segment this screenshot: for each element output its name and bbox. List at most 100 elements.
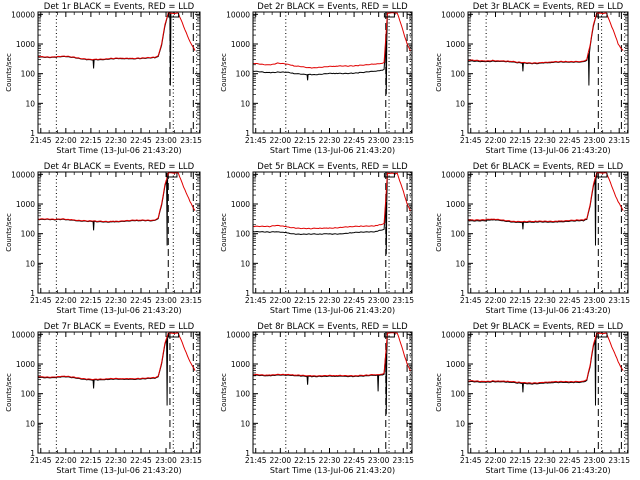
plot-frame: [37, 331, 201, 454]
chart-title: Det 4r BLACK = Events, RED = LLD: [44, 162, 195, 172]
chart-panel-2: Det 2r BLACK = Events, RED = LLD Counts/s…: [220, 2, 414, 155]
x-tick-label: 22:15: [509, 136, 531, 145]
y-tick-label: 100: [21, 230, 36, 239]
plot-frame: [37, 11, 201, 134]
y-tick-label: 10000: [11, 10, 35, 19]
x-axis-label: Start Time (13-Jul-06 21:43:20): [485, 146, 610, 155]
x-tick-label: 21:45: [245, 296, 267, 305]
y-tick-label: 1: [30, 449, 35, 458]
y-tick-label: 1000: [446, 200, 465, 209]
time-bracket-marker: [166, 173, 178, 178]
x-tick-label: 22:00: [55, 296, 77, 305]
x-tick-label: 23:00: [584, 136, 606, 145]
series-line-events: [38, 173, 169, 246]
y-tick-label: 10: [25, 99, 35, 108]
y-axis-label: Counts/sec: [220, 53, 228, 92]
chart-title: Det 2r BLACK = Events, RED = LLD: [257, 2, 408, 12]
x-tick-label: 21:45: [245, 136, 267, 145]
x-tick-label: 23:15: [180, 136, 202, 145]
x-tick-label: 23:15: [180, 296, 202, 305]
y-tick-label: 10: [455, 99, 465, 108]
x-tick-label: 22:15: [294, 296, 316, 305]
y-tick-label: 1: [245, 129, 250, 138]
series-line-lld: [253, 172, 411, 230]
y-tick-label: 1: [460, 449, 465, 458]
x-tick-label: 21:45: [30, 136, 52, 145]
time-bracket-marker: [383, 173, 395, 178]
y-tick-label: 100: [236, 230, 251, 239]
x-tick-label: 22:15: [294, 136, 316, 145]
y-tick-label: 1: [30, 289, 35, 298]
x-axis-label: Start Time (13-Jul-06 21:43:20): [485, 466, 610, 475]
y-tick-label: 100: [21, 390, 36, 399]
x-tick-label: 22:45: [130, 136, 152, 145]
series-line-events: [38, 12, 172, 86]
series-line-events: [468, 12, 598, 86]
y-tick-label: 1000: [446, 360, 465, 369]
x-tick-label: 22:15: [80, 136, 102, 145]
y-tick-label: 10000: [441, 170, 465, 179]
x-tick-label: 23:15: [392, 296, 414, 305]
y-tick-label: 10: [455, 419, 465, 428]
x-tick-label: 22:30: [319, 456, 341, 465]
chart-panel-5: Det 5r BLACK = Events, RED = LLD Counts/s…: [220, 162, 414, 315]
x-tick-label: 21:45: [245, 456, 267, 465]
y-tick-label: 1: [245, 449, 250, 458]
series-line-events: [253, 173, 388, 255]
plot-frame: [467, 331, 629, 454]
y-tick-label: 10: [455, 259, 465, 268]
chart-title: Det 9r BLACK = Events, RED = LLD: [473, 322, 624, 332]
y-tick-label: 10: [240, 419, 250, 428]
x-tick-label: 22:15: [509, 456, 531, 465]
x-axis-label: Start Time (13-Jul-06 21:43:20): [270, 466, 395, 475]
time-bracket-marker: [383, 13, 395, 18]
y-tick-label: 10000: [11, 170, 35, 179]
chart-title: Det 7r BLACK = Events, RED = LLD: [44, 322, 195, 332]
x-tick-label: 23:00: [155, 456, 177, 465]
series-line-lld: [468, 12, 624, 64]
chart-panel-9: Det 9r BLACK = Events, RED = LLD Counts/s…: [435, 322, 630, 475]
x-tick-label: 23:00: [368, 456, 390, 465]
x-tick-label: 22:45: [343, 456, 365, 465]
x-axis-label: Start Time (13-Jul-06 21:43:20): [270, 146, 395, 155]
y-axis-label: Counts/sec: [5, 213, 13, 252]
x-tick-label: 22:45: [559, 136, 581, 145]
x-tick-label: 22:00: [270, 456, 292, 465]
y-axis-label: Counts/sec: [435, 213, 443, 252]
chart-panel-3: Det 3r BLACK = Events, RED = LLD Counts/s…: [435, 2, 630, 155]
x-tick-label: 22:30: [105, 456, 127, 465]
y-axis-label: Counts/sec: [220, 213, 228, 252]
x-tick-label: 22:30: [319, 136, 341, 145]
time-bracket-marker: [596, 173, 608, 178]
series-line-lld: [253, 12, 411, 69]
x-axis-label: Start Time (13-Jul-06 21:43:20): [270, 306, 395, 315]
time-bracket-marker: [596, 333, 608, 338]
x-tick-label: 23:15: [608, 456, 630, 465]
y-tick-label: 1000: [16, 40, 35, 49]
y-tick-label: 100: [451, 390, 466, 399]
chart-panel-7: Det 7r BLACK = Events, RED = LLD Counts/s…: [5, 322, 202, 475]
chart-title: Det 3r BLACK = Events, RED = LLD: [473, 2, 624, 12]
y-tick-label: 100: [236, 390, 251, 399]
x-tick-label: 23:00: [155, 136, 177, 145]
series-line-lld: [38, 172, 196, 223]
x-tick-label: 23:00: [584, 296, 606, 305]
y-tick-label: 10000: [441, 330, 465, 339]
y-axis-label: Counts/sec: [5, 53, 13, 92]
x-tick-label: 23:15: [180, 456, 202, 465]
x-tick-label: 23:15: [608, 136, 630, 145]
plot-frame: [37, 171, 201, 294]
x-tick-label: 22:30: [105, 296, 127, 305]
series-line-lld: [38, 332, 196, 381]
x-axis-label: Start Time (13-Jul-06 21:43:20): [485, 306, 610, 315]
x-tick-label: 23:15: [392, 136, 414, 145]
x-tick-label: 23:00: [155, 296, 177, 305]
x-tick-label: 22:30: [534, 136, 556, 145]
x-tick-label: 22:45: [559, 456, 581, 465]
y-axis-label: Counts/sec: [220, 373, 228, 412]
x-tick-label: 22:30: [105, 136, 127, 145]
chart-title: Det 1r BLACK = Events, RED = LLD: [44, 2, 195, 12]
y-tick-label: 10: [25, 259, 35, 268]
plot-frame: [252, 331, 413, 454]
x-tick-label: 22:30: [319, 296, 341, 305]
